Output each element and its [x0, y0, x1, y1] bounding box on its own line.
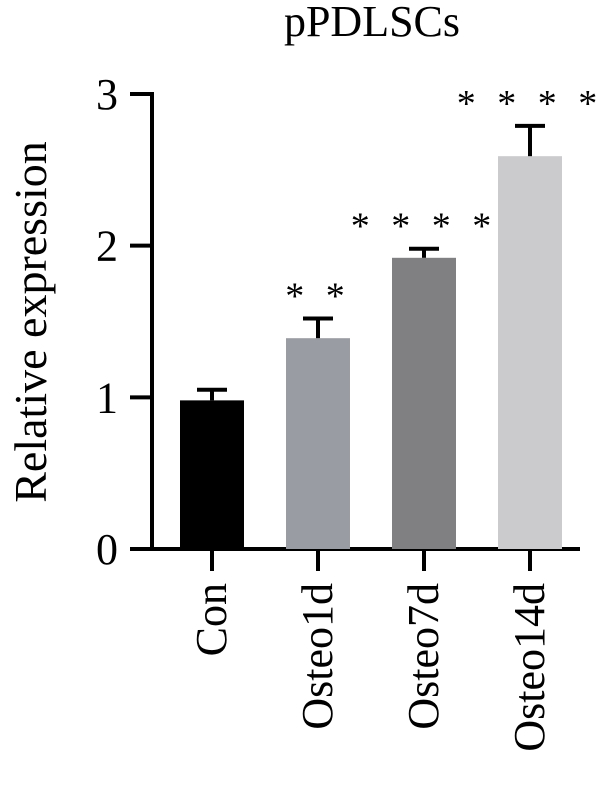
significance-marker: * * * *: [351, 206, 498, 248]
x-tick-label: Osteo1d: [293, 583, 342, 730]
y-tick-label: 3: [96, 70, 118, 119]
x-tick-label: Osteo7d: [399, 583, 448, 730]
y-tick-label: 0: [96, 525, 118, 574]
bar: [392, 257, 456, 549]
bar: [286, 338, 350, 549]
y-axis-label: Relative expression: [5, 141, 56, 503]
bar: [498, 156, 562, 549]
chart-title: pPDLSCs: [284, 0, 460, 46]
x-tick-label: Osteo14d: [505, 583, 554, 752]
significance-marker: * *: [285, 275, 351, 317]
y-tick-label: 2: [96, 222, 118, 271]
significance-marker: * * * *: [457, 83, 600, 125]
x-tick-label: Con: [187, 583, 236, 656]
labels: Con Osteo1d * * Osteo7d * * * * Osteo14d * * *…: [187, 83, 600, 752]
bar: [180, 400, 244, 549]
bars: [180, 123, 562, 549]
y-tick-label: 1: [96, 373, 118, 422]
